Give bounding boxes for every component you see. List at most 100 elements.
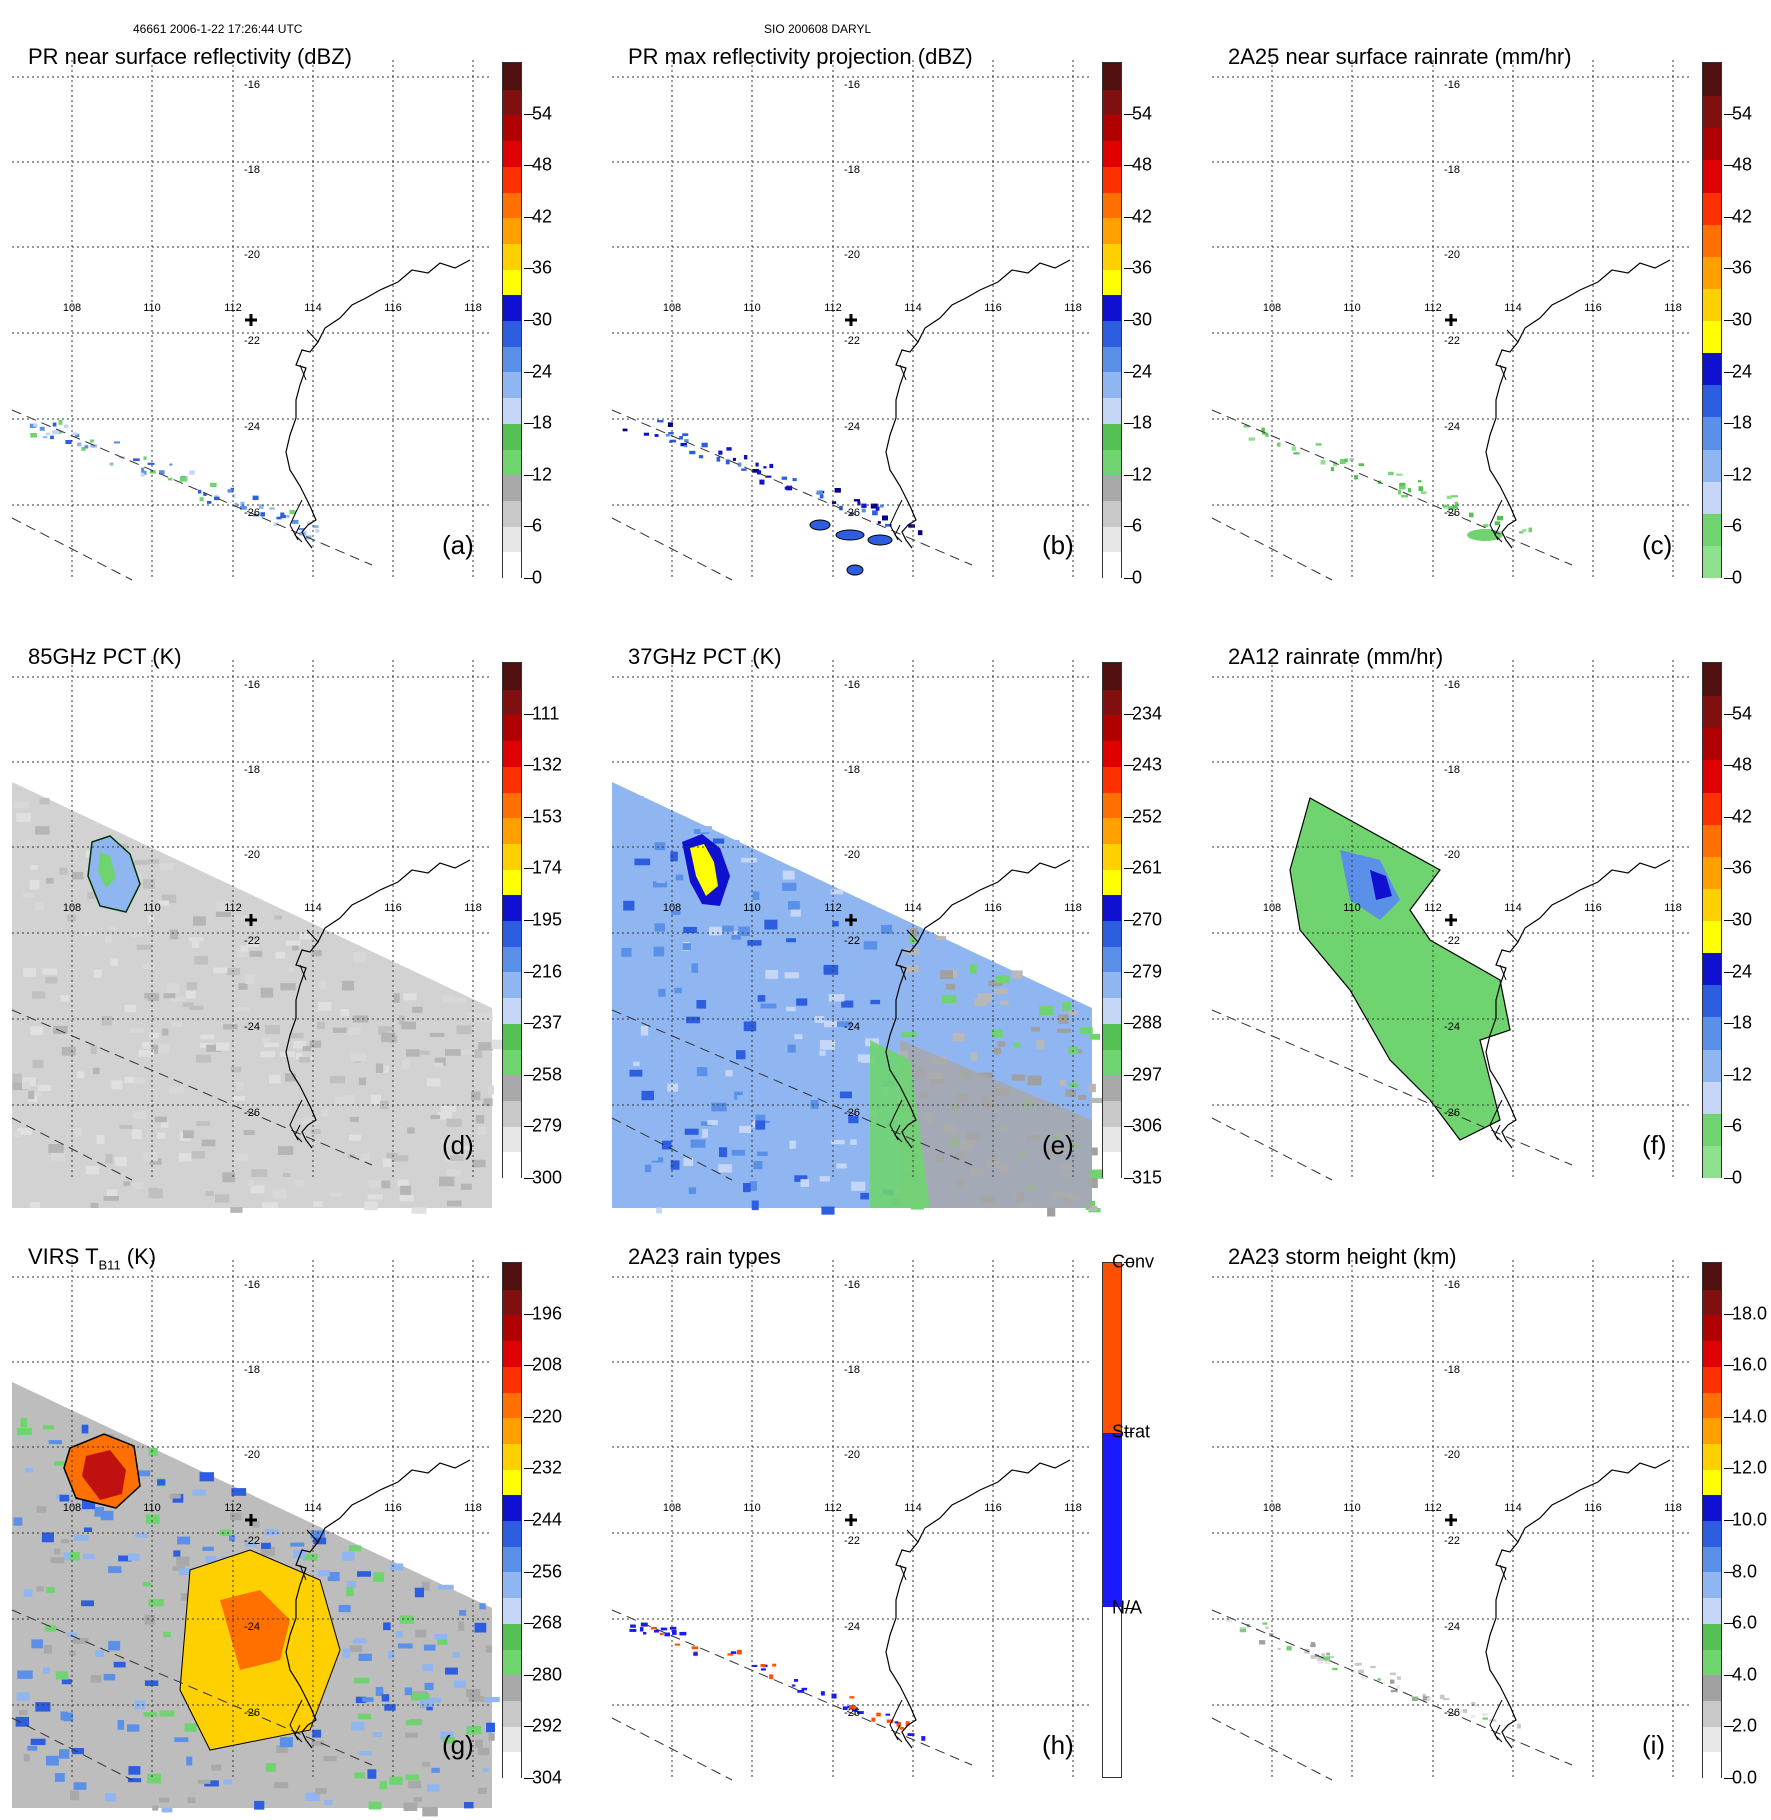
lon-label: 114 [1504, 902, 1522, 914]
colorbar-label: 30 [1732, 309, 1753, 330]
colorbar-segment [1703, 287, 1721, 322]
colorbar-segment [1103, 791, 1121, 819]
panel-title: PR max reflectivity projection (dBZ) [628, 44, 973, 70]
colorbar-segment [503, 1048, 521, 1076]
colorbar-segment [503, 1022, 521, 1050]
colorbar-label: 0 [1732, 1167, 1743, 1188]
colorbar-segment [1703, 512, 1721, 546]
lat-label: -16 [244, 79, 260, 91]
lat-label: -26 [844, 507, 860, 519]
colorbar-label: 6.0 [1732, 1612, 1758, 1633]
colorbar-label: 306 [1132, 1115, 1163, 1136]
colorbar-segment [1703, 416, 1721, 450]
colorbar-segment [1703, 159, 1721, 193]
colorbar-segment [503, 165, 521, 193]
colorbar-segment [503, 1674, 521, 1701]
colorbar-label: Conv [1112, 1251, 1155, 1272]
colorbar-segment [1103, 320, 1121, 347]
lon-label: 112 [1424, 302, 1442, 314]
colorbar-label: 18 [1132, 412, 1153, 433]
colorbar-tick [1724, 1074, 1734, 1076]
colorbar-d [502, 662, 522, 1179]
colorbar-label: 4.0 [1732, 1664, 1758, 1685]
colorbar-label: 270 [1132, 909, 1163, 930]
colorbar-segment [503, 294, 521, 322]
colorbar-label: N/A [1112, 1597, 1143, 1618]
colorbar-tick [1724, 268, 1734, 270]
colorbar-segment [1103, 294, 1121, 322]
colorbar-segment [503, 1074, 521, 1101]
colorbar-label: 48 [532, 154, 553, 175]
colorbar-segment [503, 945, 521, 973]
lat-label: -22 [1444, 935, 1460, 947]
colorbar-segment [503, 140, 521, 167]
colorbar-segment [503, 1494, 521, 1522]
colorbar-tick [1124, 868, 1134, 870]
colorbar-tick [1724, 971, 1734, 973]
lon-label: 112 [824, 302, 842, 314]
colorbar-tick [1724, 578, 1734, 579]
panel-title-tail: (K) [120, 1244, 157, 1269]
colorbar-segment [503, 688, 521, 716]
colorbar-segment [1103, 1074, 1121, 1101]
colorbar-tick [524, 1416, 534, 1418]
colorbar-tick [524, 765, 534, 767]
map-e [611, 660, 1104, 1217]
colorbar-segment [1103, 663, 1121, 690]
colorbar-segment [1703, 320, 1721, 354]
lat-label: -20 [244, 849, 260, 861]
colorbar-segment [1103, 1151, 1121, 1179]
colorbar-segment [1703, 1520, 1721, 1547]
colorbar-tick [1724, 713, 1734, 715]
colorbar-label: 208 [532, 1354, 563, 1375]
colorbar-segment [1103, 894, 1121, 922]
colorbar-segment [503, 448, 521, 476]
colorbar-tick [524, 1313, 534, 1315]
colorbar-label: 297 [1132, 1064, 1163, 1085]
colorbar-label: 48 [1732, 154, 1753, 175]
lon-label: 110 [1343, 902, 1361, 914]
lon-label: 108 [62, 302, 82, 314]
lat-label: -26 [244, 507, 260, 519]
colorbar-label: 18 [1732, 412, 1753, 433]
colorbar-segment [1103, 1432, 1121, 1608]
colorbar-segment [1703, 1288, 1721, 1316]
colorbar-tick [524, 1726, 534, 1728]
lon-label: 118 [464, 302, 482, 314]
colorbar-label: 36 [1732, 257, 1753, 278]
colorbar-label: 24 [1732, 961, 1753, 982]
colorbar-segment [503, 1365, 521, 1393]
map-f [1211, 660, 1692, 1181]
colorbar-label: 18 [1732, 1012, 1753, 1033]
colorbar-segment [503, 1751, 521, 1779]
colorbar-tick [1724, 320, 1734, 321]
lon-label: 110 [743, 1502, 761, 1514]
colorbar-tick [1724, 216, 1734, 218]
colorbar-tick [1124, 578, 1134, 579]
colorbar-segment [1703, 480, 1721, 514]
lat-label: -26 [844, 1707, 860, 1719]
colorbar-segment [503, 371, 521, 399]
colorbar-segment [1103, 1607, 1121, 1777]
colorbar-label: 42 [1132, 206, 1153, 227]
colorbar-segment [503, 499, 521, 527]
colorbar-tick [524, 1126, 534, 1128]
colorbar-segment [1103, 345, 1121, 373]
colorbar-segment [1103, 1125, 1121, 1153]
colorbar-tick [1124, 713, 1134, 715]
panel-f: 108 110 112 114 116 118 -16 -18 -20 -22 -24 -26 2A12… [1200, 620, 1771, 1220]
lon-label: 110 [743, 302, 761, 314]
colorbar-label: 12 [532, 464, 553, 485]
colorbar-label: 261 [1132, 857, 1163, 878]
colorbar-label: 153 [532, 806, 563, 827]
colorbar-segment [1103, 268, 1121, 296]
lat-label: -20 [844, 249, 860, 261]
colorbar-segment [503, 1263, 521, 1290]
colorbar-label: 252 [1132, 806, 1163, 827]
colorbar-label: 54 [1132, 103, 1153, 124]
colorbar-segment [1103, 217, 1121, 244]
colorbar-label: 18 [532, 412, 553, 433]
panel-title-subscript: B11 [98, 1257, 121, 1273]
lat-label: -16 [1444, 679, 1460, 691]
colorbar-segment [503, 1391, 521, 1419]
